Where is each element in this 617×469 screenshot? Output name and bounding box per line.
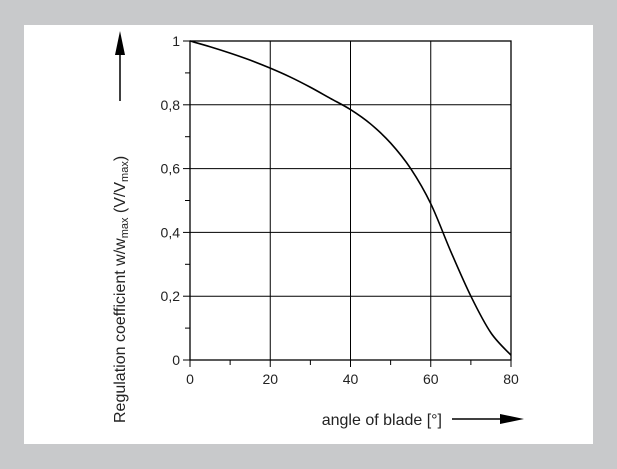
x-tick-label-4: 80 [503,371,519,387]
y-tick-label-1: 0,2 [161,288,181,304]
series-line-regulation [189,40,512,356]
x-axis-title: angle of blade [°] [322,412,442,429]
regulation-chart: 0 20 40 60 80 0 0,2 0,4 0,6 0,8 1 angle of blade … [112,31,524,429]
grid [189,40,512,361]
x-tick-label-3: 60 [423,371,439,387]
x-tick-label-2: 40 [343,371,359,387]
x-tick-labels: 0 20 40 60 80 [186,371,519,387]
y-tick-label-2: 0,4 [161,224,181,240]
y-tick-label-4: 0,8 [161,97,181,113]
y-axis-arrow [115,31,125,101]
x-tick-label-0: 0 [186,371,194,387]
y-tick-label-3: 0,6 [161,161,181,177]
y-axis-title: Regulation coefficient w/wmax (V/Vmax) [112,156,131,423]
x-tick-label-1: 20 [262,371,278,387]
y-tick-label-0: 0 [172,352,180,368]
plot-frame [189,40,512,361]
chart-panel: 0 20 40 60 80 0 0,2 0,4 0,6 0,8 1 angle of blade … [24,25,593,444]
minor-ticks [183,40,512,367]
x-axis-arrow [452,414,524,424]
y-tick-labels: 0 0,2 0,4 0,6 0,8 1 [161,33,181,368]
y-tick-label-5: 1 [172,33,180,49]
